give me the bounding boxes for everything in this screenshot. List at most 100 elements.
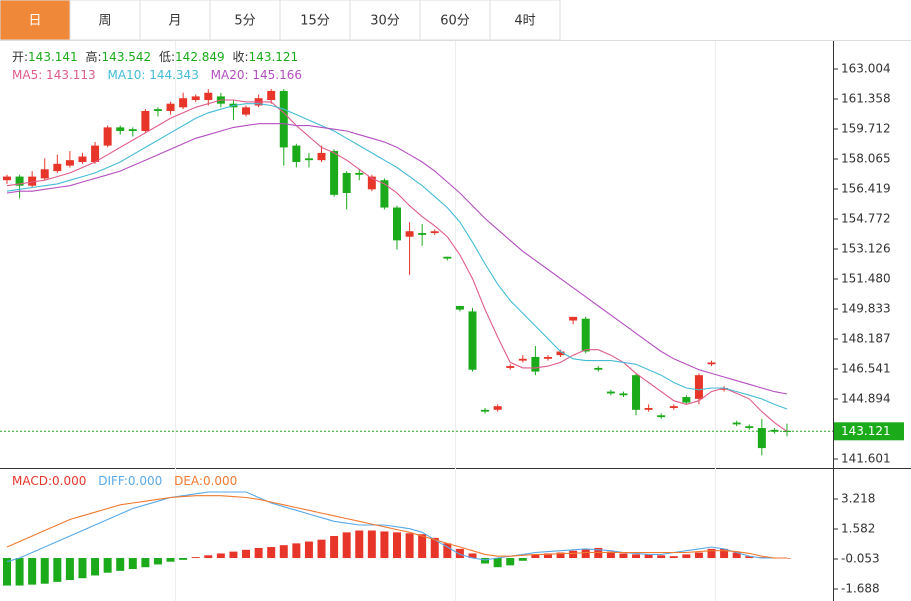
y-tick-label: 149.833 (841, 301, 891, 315)
candle-body (267, 90, 276, 101)
candle-body (53, 163, 62, 172)
ma-legend: MA5: 143.113 MA10: 144.343 MA20: 145.166 (12, 68, 302, 82)
y-tick-label: 141.601 (841, 451, 891, 465)
y-tick-label: 148.187 (841, 331, 891, 345)
header-value: 142.849 (175, 50, 225, 64)
candle-body (468, 311, 477, 370)
macd-bar (443, 543, 452, 559)
candle-body (103, 127, 112, 146)
tab-label: 月 (168, 14, 181, 29)
candle-body (279, 90, 288, 148)
macd-bar (216, 553, 225, 559)
macd-bar (732, 552, 741, 559)
tab-label: 60分 (440, 14, 470, 29)
macd-bar (330, 536, 339, 559)
tab[interactable] (279, 0, 351, 41)
tab[interactable] (209, 0, 281, 41)
macd-bar (669, 556, 678, 559)
candle-body (141, 110, 150, 132)
tab-label: 30分 (370, 14, 400, 29)
indicator-line (6, 99, 788, 432)
candle-body (3, 176, 11, 181)
header-key: 收: (233, 50, 249, 64)
macd-bar (468, 553, 477, 559)
candle-body (418, 233, 427, 235)
macd-bar (153, 558, 162, 565)
candle-body (481, 409, 490, 412)
macd-bar (317, 539, 326, 559)
candle-body (317, 152, 326, 161)
candle-body (15, 176, 24, 186)
candle-body (644, 407, 653, 410)
macd-bar (606, 551, 615, 559)
candle-body (619, 393, 628, 396)
candle-body (632, 375, 641, 410)
macd-bar (40, 558, 49, 584)
y-tick-label: 154.772 (841, 211, 891, 225)
y-tick-label: 144.894 (841, 391, 891, 405)
candle-body (518, 358, 527, 361)
tab[interactable] (489, 0, 561, 41)
candle-body (28, 176, 37, 186)
macd-legend: MACD:0.000 DIFF:0.000 DEA:0.000 (12, 474, 237, 488)
tab-label: 5分 (234, 14, 255, 29)
y-tick-label: 158.065 (841, 151, 891, 165)
candle-body (657, 415, 666, 418)
y-tick-label: 153.126 (841, 241, 891, 255)
candle-body (204, 92, 213, 101)
macd-bar (229, 551, 238, 559)
candle-body (78, 156, 87, 162)
legend-entry: MACD:0.000 (12, 474, 86, 488)
macd-bar (644, 554, 653, 559)
macd-bar (141, 558, 150, 568)
legend-entry: MA20: 145.166 (211, 68, 302, 82)
tab-label: 4时 (514, 14, 535, 29)
legend-entry: MA5: 143.113 (12, 68, 96, 82)
macd-bar (569, 550, 578, 559)
macd-bar (745, 556, 754, 559)
candle-body (543, 356, 552, 359)
header-value: 143.141 (28, 50, 78, 64)
ohlc-header: 开:143.141 高:143.542 低:142.849 收:143.121 (12, 49, 298, 64)
macd-bar (632, 554, 641, 559)
macd-bar (682, 554, 691, 559)
macd-bar (405, 533, 414, 559)
header-key: 低: (159, 50, 175, 64)
macd-bar (518, 558, 527, 561)
macd-bar (380, 531, 389, 559)
candle-body (443, 256, 452, 259)
candle-body (594, 367, 603, 370)
y-tick-label: 1.582 (841, 522, 875, 536)
macd-bar (694, 552, 703, 559)
tab[interactable] (0, 0, 71, 41)
indicator-line (6, 491, 787, 563)
macd-bar (242, 549, 251, 559)
header-key: 高: (86, 49, 102, 64)
macd-bar (720, 548, 729, 559)
candle-body (682, 397, 691, 403)
candle-body (405, 231, 414, 237)
header-key: 开: (12, 50, 28, 64)
candle-body (153, 109, 162, 111)
candle-body (242, 107, 251, 115)
macd-bar (91, 558, 100, 576)
macd-bar (254, 547, 263, 559)
candle-body (556, 351, 565, 356)
candle-body (179, 98, 188, 108)
candle-body (757, 428, 766, 449)
legend-entry: DIFF:0.000 (98, 474, 162, 488)
candle-body (720, 387, 729, 390)
candle-body (669, 406, 678, 408)
candle-body (732, 422, 741, 425)
macd-bar (116, 558, 125, 571)
y-tick-label: -1.688 (841, 581, 880, 595)
candle-body (581, 318, 590, 352)
y-tick-label: 161.358 (841, 91, 891, 105)
macd-bar (292, 543, 301, 559)
macd-bar (78, 558, 87, 579)
tab[interactable] (349, 0, 421, 41)
candle-body (531, 356, 540, 372)
macd-bar (581, 548, 590, 559)
candle-body (393, 207, 401, 241)
macd-bar (279, 545, 288, 559)
